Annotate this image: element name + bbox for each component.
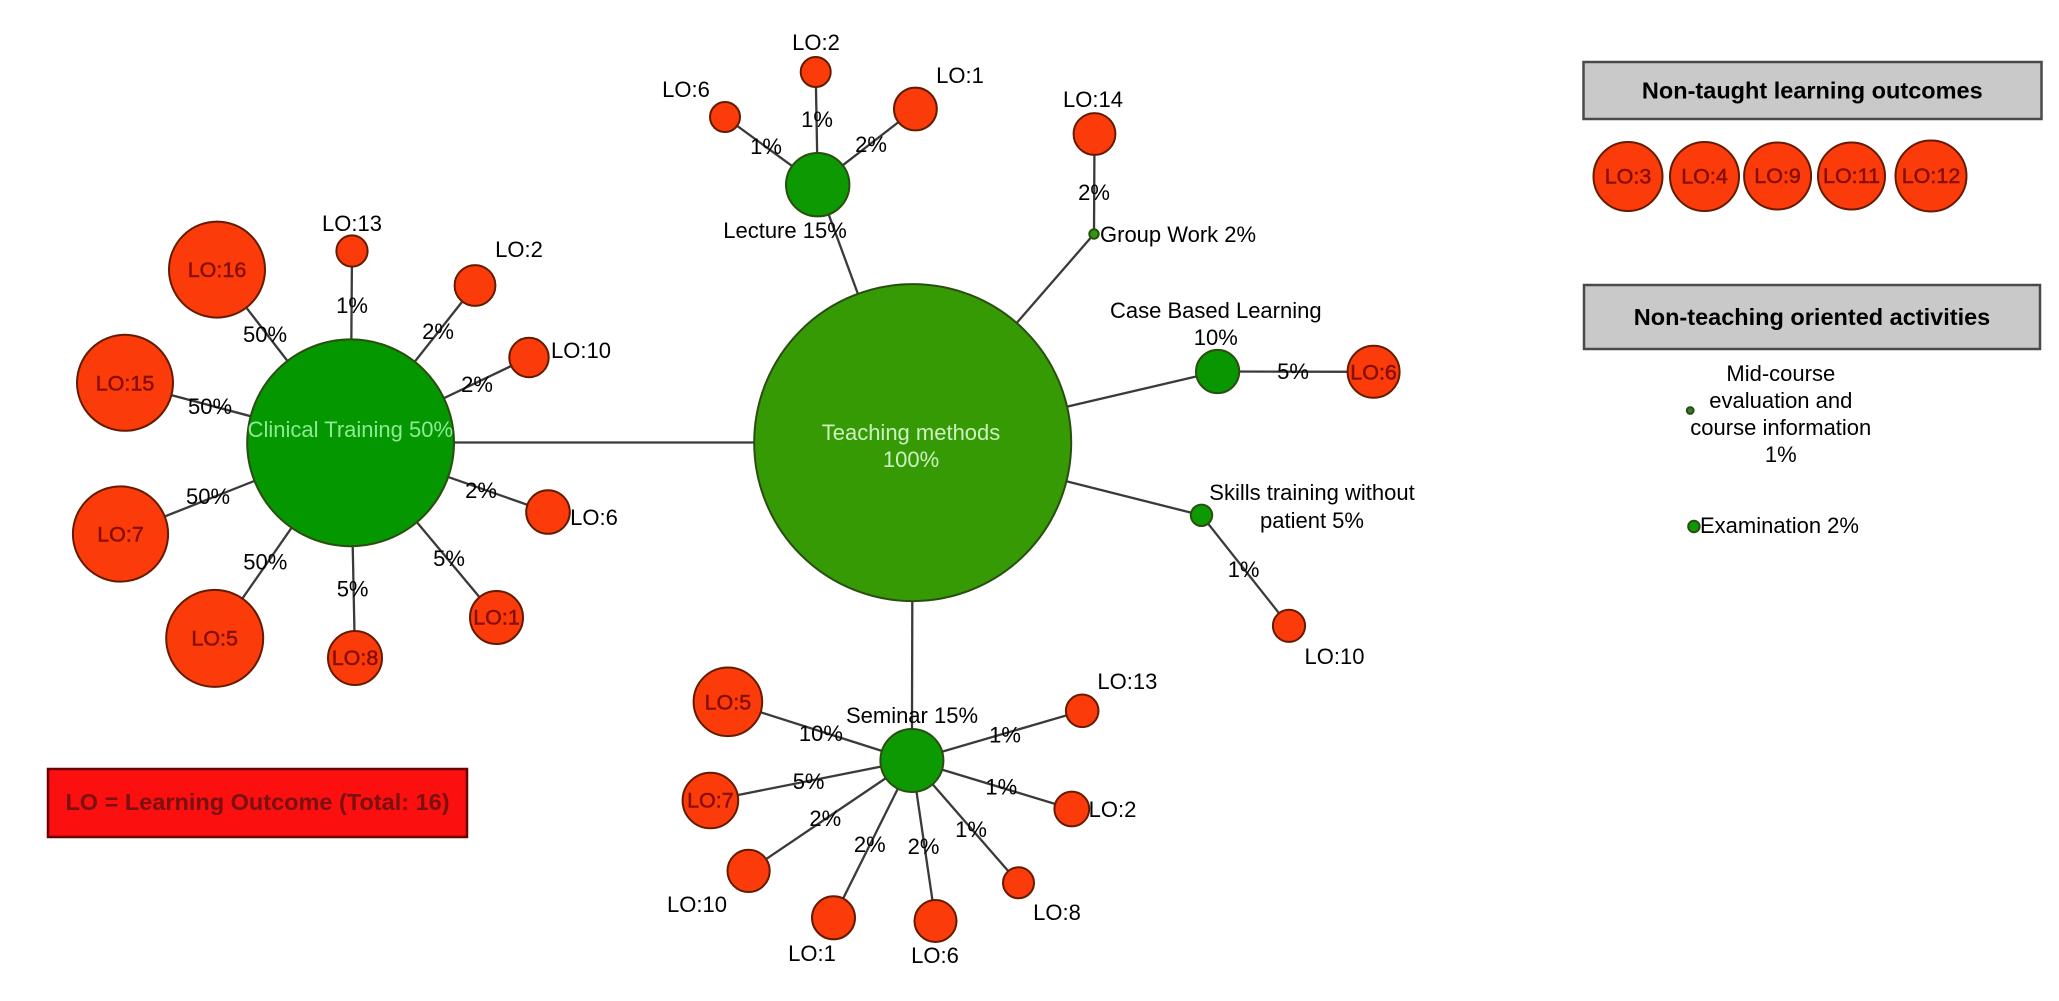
svg-text:2%: 2% — [461, 372, 493, 397]
svg-text:2%: 2% — [855, 132, 887, 157]
svg-text:LO:1: LO:1 — [473, 606, 520, 630]
svg-text:50%: 50% — [243, 549, 287, 574]
svg-text:LO = Learning Outcome (Total:: LO = Learning Outcome (Total: 16) — [65, 789, 449, 815]
svg-text:1%: 1% — [989, 723, 1021, 748]
svg-text:LO:1: LO:1 — [788, 941, 836, 966]
svg-text:LO:6: LO:6 — [911, 943, 959, 968]
svg-text:1%: 1% — [801, 107, 833, 132]
svg-text:LO:5: LO:5 — [705, 690, 752, 714]
svg-text:LO:15: LO:15 — [96, 371, 155, 395]
svg-text:LO:9: LO:9 — [1754, 164, 1801, 188]
svg-text:2%: 2% — [908, 834, 940, 859]
svg-text:Examination 2%: Examination 2% — [1700, 513, 1859, 538]
svg-text:5%: 5% — [337, 577, 369, 602]
svg-text:course information: course information — [1690, 415, 1871, 440]
svg-text:5%: 5% — [433, 546, 465, 571]
svg-text:LO:10: LO:10 — [1305, 644, 1365, 669]
svg-text:2%: 2% — [465, 478, 497, 503]
svg-text:1%: 1% — [750, 134, 782, 159]
svg-text:Clinical Training 50%: Clinical Training 50% — [248, 417, 453, 442]
svg-text:LO:6: LO:6 — [570, 505, 618, 530]
svg-text:LO:7: LO:7 — [687, 789, 734, 813]
svg-text:LO:5: LO:5 — [191, 626, 238, 650]
svg-text:LO:6: LO:6 — [1350, 360, 1397, 384]
svg-text:LO:2: LO:2 — [792, 30, 840, 55]
svg-text:patient 5%: patient 5% — [1260, 508, 1364, 533]
svg-text:evaluation and: evaluation and — [1709, 388, 1852, 413]
svg-text:Lecture 15%: Lecture 15% — [723, 218, 847, 243]
svg-text:50%: 50% — [186, 484, 230, 509]
svg-text:LO:1: LO:1 — [936, 63, 984, 88]
svg-text:LO:13: LO:13 — [322, 211, 382, 236]
svg-text:LO:6: LO:6 — [662, 77, 710, 102]
svg-text:2%: 2% — [1078, 180, 1110, 205]
svg-text:10%: 10% — [1194, 325, 1238, 350]
svg-text:Group Work 2%: Group Work 2% — [1100, 222, 1256, 247]
svg-text:1%: 1% — [336, 293, 368, 318]
svg-text:1%: 1% — [1765, 442, 1797, 467]
svg-text:LO:3: LO:3 — [1605, 165, 1652, 189]
svg-text:LO:13: LO:13 — [1097, 669, 1157, 694]
svg-text:LO:8: LO:8 — [1033, 900, 1081, 925]
svg-text:Skills training without: Skills training without — [1209, 480, 1414, 505]
svg-text:LO:2: LO:2 — [1089, 797, 1137, 822]
svg-text:Non-teaching oriented activiti: Non-teaching oriented activities — [1634, 304, 1990, 330]
svg-text:2%: 2% — [809, 806, 841, 831]
svg-text:50%: 50% — [188, 394, 232, 419]
svg-text:Seminar 15%: Seminar 15% — [846, 703, 978, 728]
svg-text:Non-taught learning outcomes: Non-taught learning outcomes — [1642, 78, 1983, 104]
svg-text:LO:2: LO:2 — [495, 237, 543, 262]
svg-text:LO:7: LO:7 — [97, 523, 144, 547]
svg-text:LO:11: LO:11 — [1823, 164, 1880, 188]
svg-text:5%: 5% — [793, 769, 825, 794]
svg-text:10%: 10% — [799, 721, 843, 746]
svg-text:LO:10: LO:10 — [667, 892, 727, 917]
svg-text:1%: 1% — [955, 817, 987, 842]
svg-text:LO:8: LO:8 — [332, 646, 379, 670]
svg-text:LO:4: LO:4 — [1681, 165, 1728, 189]
svg-text:LO:10: LO:10 — [551, 338, 611, 363]
svg-text:5%: 5% — [1277, 359, 1309, 384]
svg-text:LO:12: LO:12 — [1902, 164, 1961, 188]
svg-text:LO:16: LO:16 — [188, 258, 247, 282]
svg-text:2%: 2% — [854, 832, 886, 857]
svg-text:100%: 100% — [883, 447, 939, 472]
svg-text:Teaching methods: Teaching methods — [822, 420, 1001, 445]
svg-text:50%: 50% — [243, 322, 287, 347]
svg-text:LO:14: LO:14 — [1063, 87, 1123, 112]
svg-text:2%: 2% — [422, 319, 454, 344]
svg-text:Mid-course: Mid-course — [1726, 361, 1835, 386]
svg-text:1%: 1% — [985, 775, 1017, 800]
svg-text:Case Based Learning: Case Based Learning — [1110, 298, 1322, 323]
svg-text:1%: 1% — [1228, 557, 1260, 582]
